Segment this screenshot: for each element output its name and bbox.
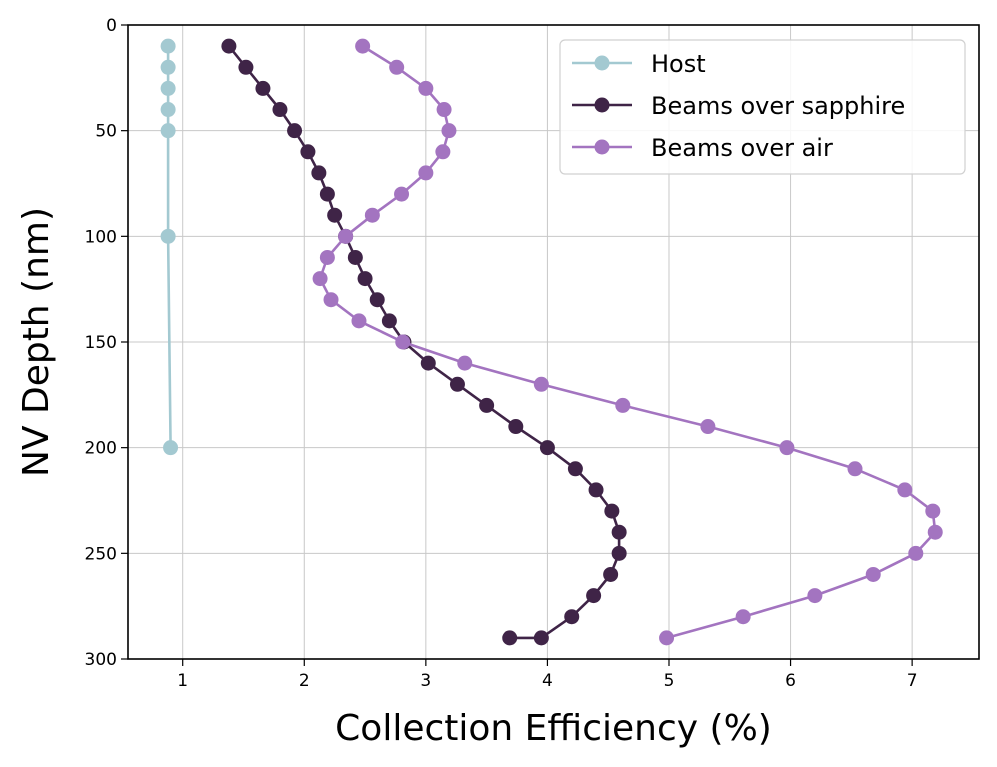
- series-3: [312, 38, 943, 646]
- data-point: [588, 482, 604, 498]
- x-tick-label: 7: [907, 671, 918, 691]
- data-point: [221, 38, 237, 54]
- data-point: [604, 503, 620, 519]
- data-point: [927, 524, 943, 540]
- data-point: [659, 630, 675, 646]
- data-point: [418, 165, 434, 181]
- data-point: [449, 376, 465, 392]
- legend-label: Beams over air: [651, 134, 833, 162]
- data-point: [163, 440, 179, 456]
- data-point: [539, 440, 555, 456]
- data-point: [611, 545, 627, 561]
- data-point: [364, 207, 380, 223]
- legend-box: [559, 39, 966, 175]
- data-point: [441, 123, 457, 139]
- data-point: [502, 630, 518, 646]
- data-point: [418, 80, 434, 96]
- legend-marker: [594, 139, 610, 155]
- data-point: [369, 292, 385, 308]
- data-point: [611, 524, 627, 540]
- data-point: [897, 482, 913, 498]
- x-tick-label: 5: [664, 671, 675, 691]
- x-tick-label: 6: [785, 671, 796, 691]
- data-point: [351, 313, 367, 329]
- data-point: [160, 80, 176, 96]
- legend-item: Beams over sapphire: [572, 92, 905, 120]
- series-layer: [160, 38, 943, 646]
- data-point: [338, 228, 354, 244]
- data-point: [925, 503, 941, 519]
- data-point: [436, 102, 452, 118]
- data-point: [319, 186, 335, 202]
- y-tick-label: 50: [95, 122, 117, 142]
- data-point: [615, 397, 631, 413]
- data-point: [160, 102, 176, 118]
- data-point: [381, 313, 397, 329]
- x-tick-label: 4: [542, 671, 553, 691]
- data-point: [700, 419, 716, 435]
- data-point: [394, 186, 410, 202]
- ticks: 1 2 3 4 5 6 7 0 50 100 150 200 250 300: [85, 16, 918, 691]
- legend-label: Beams over sapphire: [651, 92, 905, 120]
- y-tick-label: 150: [85, 333, 117, 353]
- legend-marker: [594, 97, 610, 113]
- data-point: [603, 566, 619, 582]
- legend-label: Host: [651, 50, 706, 78]
- data-point: [779, 440, 795, 456]
- legend-marker: [594, 55, 610, 71]
- data-point: [160, 228, 176, 244]
- x-axis-title: Collection Efficiency (%): [335, 708, 772, 749]
- data-point: [807, 588, 823, 604]
- data-point: [255, 80, 271, 96]
- data-point: [395, 334, 411, 350]
- data-point: [435, 144, 451, 160]
- y-tick-label: 0: [106, 16, 117, 36]
- data-point: [735, 609, 751, 625]
- legend-item: Host: [572, 50, 706, 78]
- y-tick-label: 200: [85, 439, 117, 459]
- data-point: [160, 123, 176, 139]
- data-point: [508, 419, 524, 435]
- x-tick-label: 1: [177, 671, 188, 691]
- data-point: [323, 292, 339, 308]
- data-point: [586, 588, 602, 604]
- data-point: [479, 397, 495, 413]
- data-point: [311, 165, 327, 181]
- legend: Host Beams over sapphire Beams over air: [559, 39, 966, 175]
- data-point: [908, 545, 924, 561]
- y-tick-label: 100: [85, 227, 117, 247]
- legend-item: Beams over air: [572, 134, 833, 162]
- x-tick-label: 3: [420, 671, 431, 691]
- x-tick-label: 2: [299, 671, 310, 691]
- data-point: [533, 630, 549, 646]
- y-tick-label: 250: [85, 544, 117, 564]
- y-tick-label: 300: [85, 650, 117, 670]
- data-point: [567, 461, 583, 477]
- data-point: [420, 355, 436, 371]
- data-point: [238, 59, 254, 75]
- data-point: [272, 102, 288, 118]
- data-point: [355, 38, 371, 54]
- data-point: [160, 59, 176, 75]
- data-point: [533, 376, 549, 392]
- series-1: [160, 38, 179, 456]
- data-point: [319, 249, 335, 265]
- data-point: [847, 461, 863, 477]
- data-point: [347, 249, 363, 265]
- data-point: [300, 144, 316, 160]
- data-point: [312, 271, 328, 287]
- y-axis-title: NV Depth (nm): [16, 207, 57, 477]
- data-point: [865, 566, 881, 582]
- data-point: [160, 38, 176, 54]
- data-point: [389, 59, 405, 75]
- data-point: [357, 271, 373, 287]
- data-point: [457, 355, 473, 371]
- data-point: [327, 207, 343, 223]
- data-point: [287, 123, 303, 139]
- data-point: [564, 609, 580, 625]
